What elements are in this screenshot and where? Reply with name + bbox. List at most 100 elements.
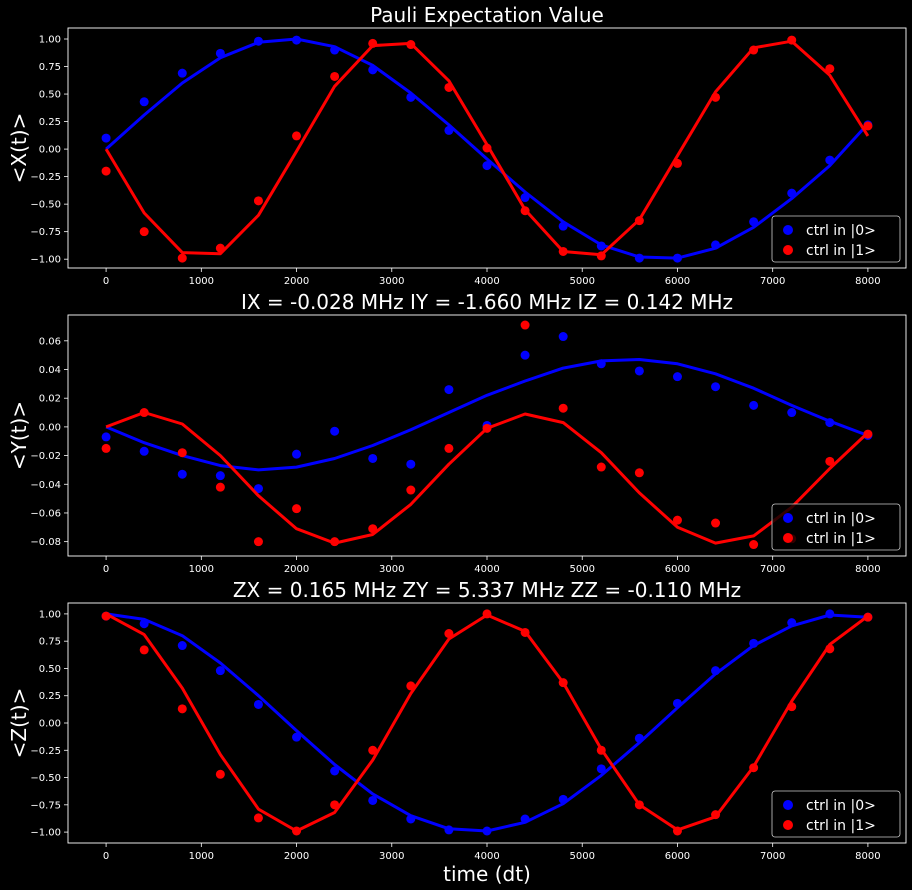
chart-title: IX = -0.028 MHz IY = -1.660 MHz IZ = 0.1… [241,290,733,314]
y-axis-label: <X(t)> [7,113,31,184]
data-point-series-2 [672,515,682,525]
y-tick-label: 0.00 [39,145,61,156]
chart-panel-3: ZX = 0.165 MHz ZY = 5.337 MHz ZZ = -0.11… [7,578,907,886]
data-point-series-2 [139,408,149,418]
data-point-series-1 [215,471,225,481]
data-point-series-2 [634,800,644,810]
data-point-series-1 [672,372,682,382]
x-tick-label: 5000 [570,564,595,575]
data-point-series-1 [825,155,835,165]
data-point-series-1 [139,446,149,456]
data-point-series-1 [368,453,378,463]
data-point-series-1 [787,618,797,628]
data-point-series-1 [444,125,454,135]
data-point-series-1 [368,795,378,805]
data-point-series-1 [253,484,263,494]
y-tick-label: 0.00 [39,719,61,730]
y-tick-label: −0.25 [30,172,61,183]
data-point-series-1 [177,469,187,479]
data-point-series-2 [482,143,492,153]
legend: ctrl in |0> ctrl in |1> [771,215,901,263]
data-point-series-1 [634,733,644,743]
data-point-series-1 [368,65,378,75]
x-tick-label: 0 [103,851,109,862]
data-point-series-2 [672,158,682,168]
chart-panel-2: IX = -0.028 MHz IY = -1.660 MHz IZ = 0.1… [7,290,907,575]
data-point-series-1 [749,638,759,648]
data-point-series-2 [825,64,835,74]
legend-marker-series-2 [783,245,793,255]
data-point-series-2 [672,826,682,836]
x-tick-label: 1000 [189,851,214,862]
y-tick-label: −0.50 [30,200,61,211]
chart-panel-1: Pauli Expectation Value 0 1000 2000 3000 4000… [7,3,907,287]
legend-label-series-2: ctrl in |1> [806,818,876,834]
legend-label-series-2: ctrl in |1> [806,243,876,259]
data-point-series-2 [482,609,492,619]
fit-line-series-1 [105,37,870,260]
data-point-series-2 [863,612,873,622]
data-point-series-1 [711,382,721,392]
legend-label-series-1: ctrl in |0> [806,511,876,527]
data-point-series-2 [520,206,530,216]
y-tick-label: −0.02 [30,451,61,462]
x-tick-label: 1000 [189,564,214,575]
x-tick-label: 4000 [474,276,499,287]
data-point-series-1 [672,253,682,263]
legend: ctrl in |0> ctrl in |1> [771,790,901,838]
y-tick-label: 0.06 [39,336,61,347]
data-point-series-1 [406,814,416,824]
y-tick-label: 0.04 [39,365,61,376]
x-tick-label: 2000 [284,276,309,287]
x-tick-label: 0 [103,564,109,575]
x-tick-label: 6000 [665,851,690,862]
y-tick-label: 1.00 [39,35,61,46]
data-point-series-1 [711,240,721,250]
x-tick-label: 8000 [855,851,880,862]
data-point-series-2 [139,227,149,237]
data-point-series-2 [253,196,263,206]
data-point-series-2 [825,644,835,654]
legend: ctrl in |0> ctrl in |1> [771,503,901,551]
legend-marker-series-1 [783,800,793,810]
data-point-series-1 [406,459,416,469]
data-point-series-1 [520,193,530,203]
data-point-series-2 [444,443,454,453]
y-tick-label: 1.00 [39,609,61,620]
data-point-series-2 [406,681,416,691]
legend-marker-series-2 [783,533,793,543]
x-tick-label: 5000 [570,276,595,287]
x-tick-label: 8000 [855,564,880,575]
data-point-series-2 [634,216,644,226]
data-point-series-1 [406,92,416,102]
data-point-series-2 [787,702,797,712]
data-point-series-1 [482,161,492,171]
data-point-series-2 [330,71,340,81]
data-point-series-1 [787,188,797,198]
data-point-series-2 [253,813,263,823]
data-point-series-2 [558,246,568,256]
data-point-series-2 [863,121,873,131]
y-tick-label: −0.08 [30,537,61,548]
data-point-series-2 [101,443,111,453]
legend-label-series-2: ctrl in |1> [806,531,876,547]
chart-title: Pauli Expectation Value [370,3,604,27]
data-point-series-1 [177,641,187,651]
data-point-series-1 [787,408,797,418]
fit-line-series-1 [105,358,869,472]
data-point-series-1 [749,217,759,227]
data-point-series-2 [711,92,721,102]
y-tick-label: 0.50 [39,90,61,101]
y-tick-label: −0.06 [30,508,61,519]
data-point-series-2 [292,504,302,514]
y-tick-label: −0.75 [30,800,61,811]
data-point-series-2 [634,468,644,478]
data-point-series-2 [101,166,111,176]
y-tick-label: 0.75 [39,62,61,73]
y-axis-label: <Y(t)> [7,401,31,470]
x-tick-label: 5000 [570,851,595,862]
data-point-series-2 [444,629,454,639]
legend-label-series-1: ctrl in |0> [806,798,876,814]
legend-marker-series-1 [783,225,793,235]
